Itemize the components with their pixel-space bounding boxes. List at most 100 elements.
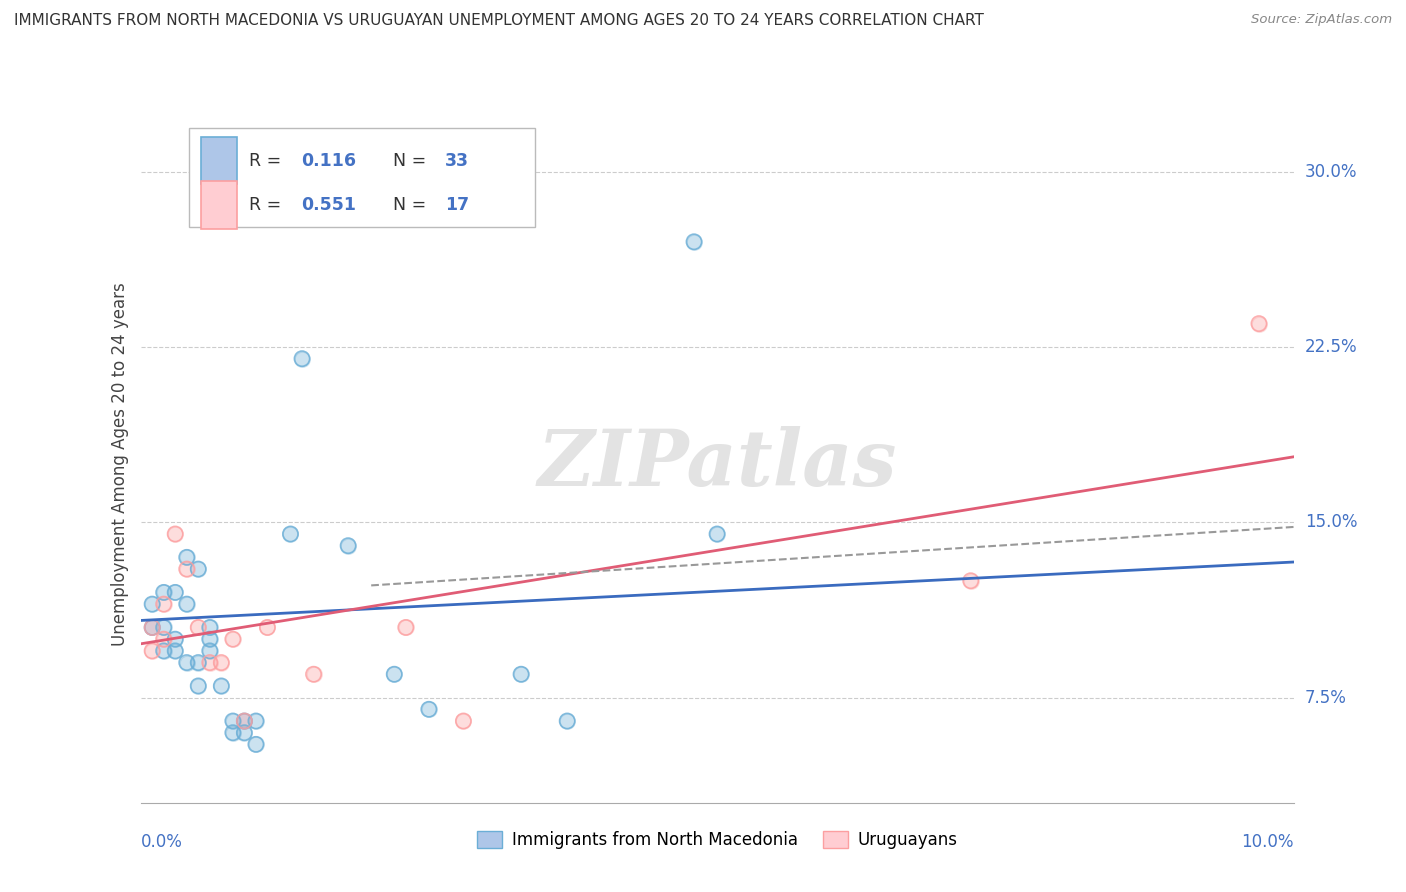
Point <box>152 620 174 634</box>
Point <box>256 620 278 634</box>
Point <box>187 562 209 576</box>
Point <box>165 585 187 599</box>
Point <box>706 527 728 541</box>
Point <box>233 725 256 739</box>
FancyBboxPatch shape <box>201 137 238 185</box>
Point <box>337 539 360 553</box>
Point <box>187 656 209 670</box>
Point <box>198 620 221 634</box>
Point <box>959 574 981 588</box>
Point <box>198 620 221 634</box>
Text: IMMIGRANTS FROM NORTH MACEDONIA VS URUGUAYAN UNEMPLOYMENT AMONG AGES 20 TO 24 YE: IMMIGRANTS FROM NORTH MACEDONIA VS URUGU… <box>14 13 984 29</box>
Text: 10.0%: 10.0% <box>1241 833 1294 851</box>
Point <box>165 527 187 541</box>
Point <box>176 562 198 576</box>
Point <box>152 644 174 658</box>
Point <box>187 679 209 693</box>
FancyBboxPatch shape <box>201 181 238 228</box>
Point <box>141 644 163 658</box>
Point <box>152 644 174 658</box>
Point <box>555 714 578 728</box>
Point <box>152 620 174 634</box>
Point <box>510 667 533 681</box>
Point <box>337 539 360 553</box>
Point <box>187 562 209 576</box>
Point <box>382 667 405 681</box>
Point <box>165 527 187 541</box>
Point <box>382 667 405 681</box>
Point <box>141 620 163 634</box>
Text: 33: 33 <box>444 152 470 169</box>
Point <box>187 679 209 693</box>
Point <box>152 597 174 611</box>
Text: 30.0%: 30.0% <box>1305 162 1357 181</box>
Text: 0.551: 0.551 <box>301 196 356 214</box>
Point <box>141 597 163 611</box>
Text: R =: R = <box>249 152 287 169</box>
Point <box>152 632 174 647</box>
Point <box>141 620 163 634</box>
Point <box>187 620 209 634</box>
Point <box>1247 317 1270 331</box>
Point <box>222 714 245 728</box>
Point <box>198 644 221 658</box>
Point <box>233 725 256 739</box>
Point <box>165 632 187 647</box>
Point <box>245 714 267 728</box>
Point <box>165 644 187 658</box>
Text: 0.116: 0.116 <box>301 152 356 169</box>
Point <box>395 620 418 634</box>
Point <box>302 667 325 681</box>
Y-axis label: Unemployment Among Ages 20 to 24 years: Unemployment Among Ages 20 to 24 years <box>111 282 129 646</box>
Point <box>1247 317 1270 331</box>
Text: Source: ZipAtlas.com: Source: ZipAtlas.com <box>1251 13 1392 27</box>
Point <box>141 620 163 634</box>
Point <box>141 644 163 658</box>
Text: 7.5%: 7.5% <box>1305 689 1347 706</box>
Point <box>209 679 232 693</box>
Point <box>683 235 706 249</box>
Point <box>187 620 209 634</box>
Point <box>302 667 325 681</box>
Point <box>245 737 267 751</box>
Point <box>280 527 302 541</box>
Point <box>683 235 706 249</box>
Point <box>418 702 440 716</box>
Point <box>152 585 174 599</box>
Point <box>233 714 256 728</box>
Point <box>176 550 198 565</box>
Point <box>245 714 267 728</box>
Text: 22.5%: 22.5% <box>1305 338 1357 356</box>
Point <box>176 550 198 565</box>
Point <box>152 597 174 611</box>
Point <box>291 351 314 366</box>
Point <box>198 656 221 670</box>
Point <box>165 644 187 658</box>
Point <box>176 597 198 611</box>
Point <box>198 632 221 647</box>
Text: 0.0%: 0.0% <box>141 833 183 851</box>
Point <box>245 737 267 751</box>
Point <box>209 656 232 670</box>
Point <box>176 562 198 576</box>
Point <box>418 702 440 716</box>
Point <box>222 632 245 647</box>
Point <box>152 632 174 647</box>
Point <box>198 656 221 670</box>
Point <box>198 632 221 647</box>
Point <box>222 725 245 739</box>
Point <box>141 620 163 634</box>
Point <box>706 527 728 541</box>
Point <box>176 597 198 611</box>
Point <box>256 620 278 634</box>
Point <box>959 574 981 588</box>
Point <box>555 714 578 728</box>
Point <box>152 585 174 599</box>
Point <box>395 620 418 634</box>
Point <box>141 597 163 611</box>
Point <box>453 714 475 728</box>
Point <box>222 632 245 647</box>
Point <box>165 585 187 599</box>
Point <box>198 644 221 658</box>
Point <box>233 714 256 728</box>
